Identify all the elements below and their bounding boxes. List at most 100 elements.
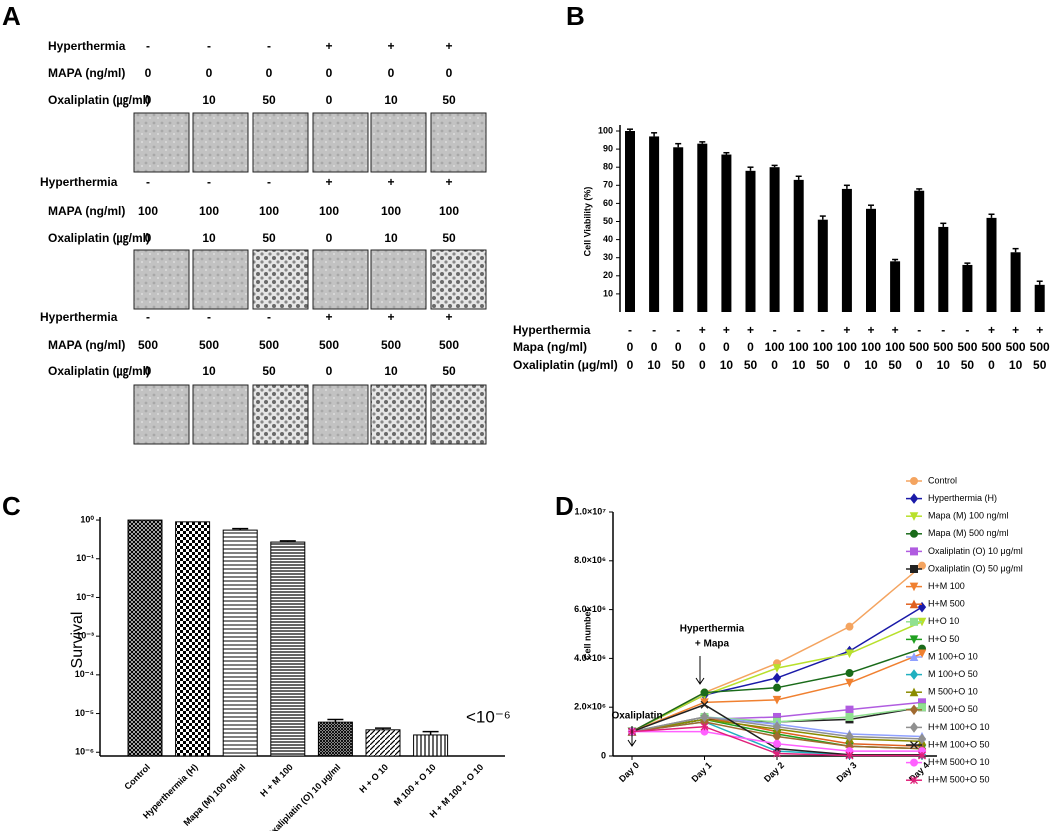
legend-label: H+O 10: [928, 616, 959, 626]
y-tick-label: 20: [603, 270, 613, 280]
marker: [845, 705, 854, 714]
y-axis-label: Survival: [69, 612, 86, 669]
condition-value: 500: [439, 338, 459, 352]
micrograph: [430, 384, 487, 445]
y-tick-label: 10⁻¹: [76, 553, 94, 563]
row-label: MAPA (ng/ml): [48, 204, 125, 218]
condition-value: 50: [672, 358, 686, 372]
marker: [772, 664, 782, 673]
condition-value: -: [146, 310, 150, 324]
condition-value: 10: [384, 364, 398, 378]
bar: [625, 131, 635, 312]
row-label: Oxaliplatin (㎍/ml): [48, 231, 150, 246]
marker: [909, 669, 919, 680]
condition-value: 500: [259, 338, 279, 352]
row-label: Oxaliplatin (㎍/ml): [48, 93, 150, 108]
y-tick-label: 10⁻³: [76, 631, 94, 641]
y-tick-label: 8.0×10⁶: [574, 555, 606, 565]
bar: [938, 226, 949, 312]
micrograph: [370, 384, 427, 445]
condition-value: 100: [199, 204, 219, 218]
condition-value: 500: [1006, 340, 1026, 354]
condition-value: 50: [816, 358, 830, 372]
y-tick-label: 10⁰: [80, 514, 94, 524]
bar: [890, 261, 901, 312]
condition-value: -: [941, 323, 945, 337]
x-tick-label: H + O 10: [357, 762, 390, 795]
condition-value: -: [652, 323, 656, 337]
legend-label: H+M 500: [928, 599, 965, 609]
condition-value: 50: [744, 358, 758, 372]
condition-value: 10: [864, 358, 878, 372]
bar: [270, 541, 306, 757]
condition-value: -: [207, 310, 211, 324]
condition-value: 0: [723, 340, 730, 354]
y-tick-label: 6.0×10⁶: [574, 604, 606, 614]
marker: [845, 751, 854, 760]
marker: [909, 687, 919, 697]
condition-value: 500: [319, 338, 339, 352]
legend-label: H+M 100: [928, 581, 965, 591]
marker: [910, 547, 918, 556]
row-label: MAPA (ng/ml): [48, 338, 125, 352]
condition-value: +: [843, 323, 850, 337]
condition-value: 50: [262, 231, 276, 245]
bar: [317, 721, 353, 757]
condition-value: 100: [861, 340, 881, 354]
micrograph: [133, 112, 190, 173]
condition-value: 100: [765, 340, 785, 354]
legend-label: Control: [928, 475, 957, 485]
marker: [909, 582, 919, 592]
condition-value: +: [325, 310, 332, 324]
marker: [700, 711, 709, 723]
condition-value: +: [867, 323, 874, 337]
micrograph: [252, 384, 309, 445]
legend-label: M 100+O 50: [928, 669, 978, 679]
condition-value: 50: [442, 231, 456, 245]
marker: [910, 758, 918, 767]
panel-label: A: [2, 1, 21, 31]
condition-value: 50: [442, 364, 456, 378]
condition-value: 0: [988, 358, 995, 372]
bar: [721, 154, 732, 312]
micrograph: [192, 112, 249, 173]
legend-label: H+M 500+O 10: [928, 757, 990, 767]
bar: [817, 219, 828, 312]
micrograph: [252, 249, 309, 310]
marker: [909, 493, 919, 504]
legend-label: Hyperthermia (H): [928, 493, 997, 503]
condition-value: 100: [319, 204, 339, 218]
condition-value: 500: [981, 340, 1001, 354]
bar: [222, 529, 258, 757]
condition-value: 500: [381, 338, 401, 352]
y-tick-label: 50: [603, 216, 613, 226]
arrow: [695, 656, 705, 685]
condition-value: 0: [145, 66, 152, 80]
marker: [773, 749, 781, 758]
y-tick-label: 90: [603, 143, 613, 153]
bar: [413, 734, 449, 757]
marker: [910, 529, 918, 538]
marker: [910, 477, 918, 485]
y-tick-label: 80: [603, 162, 613, 172]
condition-value: -: [917, 323, 921, 337]
condition-value: 100: [439, 204, 459, 218]
y-tick-label: 70: [603, 180, 613, 190]
bar: [866, 208, 876, 312]
x-tick-label: Day 1: [690, 760, 714, 784]
condition-value: 50: [262, 364, 276, 378]
legend-label: M 500+O 50: [928, 704, 978, 714]
marker: [910, 565, 918, 573]
marker: [918, 561, 926, 570]
condition-value: -: [207, 175, 211, 189]
legend-label: H+M 500+O 50: [928, 775, 990, 785]
bar: [1034, 284, 1045, 312]
micrograph: [192, 384, 249, 445]
y-tick-label: 10⁻⁵: [75, 708, 94, 718]
condition-value: 0: [627, 340, 634, 354]
bar: [841, 188, 852, 312]
condition-value: +: [387, 39, 394, 53]
condition-value: 500: [138, 338, 158, 352]
condition-value: 100: [885, 340, 905, 354]
